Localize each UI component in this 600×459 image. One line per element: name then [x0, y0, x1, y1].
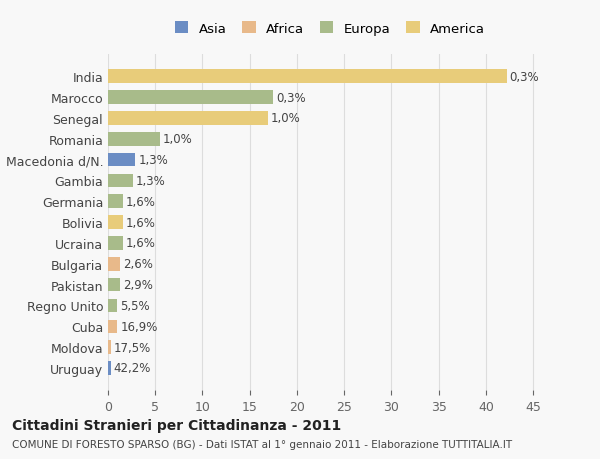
Bar: [108, 257, 120, 271]
Bar: [108, 278, 120, 292]
Bar: [108, 195, 123, 208]
Bar: [108, 112, 268, 125]
Bar: [108, 299, 118, 313]
Text: 1,3%: 1,3%: [136, 174, 165, 188]
Text: 1,3%: 1,3%: [138, 154, 168, 167]
Text: 1,0%: 1,0%: [271, 112, 300, 125]
Bar: [108, 70, 506, 84]
Text: 16,9%: 16,9%: [120, 320, 158, 333]
Text: 42,2%: 42,2%: [113, 362, 151, 375]
Bar: [108, 133, 160, 146]
Bar: [108, 320, 118, 333]
Text: 0,3%: 0,3%: [276, 91, 306, 104]
Bar: [108, 341, 111, 354]
Bar: [108, 174, 133, 188]
Bar: [108, 216, 123, 230]
Text: 1,6%: 1,6%: [126, 196, 156, 208]
Text: 5,5%: 5,5%: [120, 299, 150, 312]
Bar: [108, 361, 111, 375]
Legend: Asia, Africa, Europa, America: Asia, Africa, Europa, America: [171, 18, 489, 39]
Text: 0,3%: 0,3%: [509, 71, 539, 84]
Bar: [108, 91, 274, 105]
Text: 1,6%: 1,6%: [126, 237, 156, 250]
Text: 2,6%: 2,6%: [123, 257, 153, 271]
Text: 2,9%: 2,9%: [123, 279, 153, 291]
Text: COMUNE DI FORESTO SPARSO (BG) - Dati ISTAT al 1° gennaio 2011 - Elaborazione TUT: COMUNE DI FORESTO SPARSO (BG) - Dati IST…: [12, 440, 512, 449]
Text: 1,0%: 1,0%: [163, 133, 193, 146]
Text: 1,6%: 1,6%: [126, 216, 156, 229]
Bar: [108, 237, 123, 250]
Text: Cittadini Stranieri per Cittadinanza - 2011: Cittadini Stranieri per Cittadinanza - 2…: [12, 418, 341, 432]
Text: 17,5%: 17,5%: [113, 341, 151, 354]
Bar: [108, 153, 136, 167]
